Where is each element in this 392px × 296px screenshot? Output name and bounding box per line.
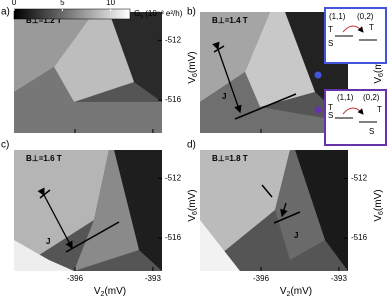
map-region — [295, 150, 348, 271]
colorbar — [13, 8, 131, 20]
map-region — [74, 150, 139, 271]
y-axis-label: V6(mV) — [187, 51, 199, 83]
marker-dot — [314, 106, 322, 114]
colorbar-tick-label: 0 — [12, 0, 17, 7]
inset-text: (1,1) — [337, 93, 354, 102]
y-label-sub: 6 — [192, 73, 199, 77]
inset-text: (1,1) — [329, 12, 346, 21]
j-bar — [65, 221, 120, 253]
j-label: J — [222, 92, 226, 101]
panel-label: a) — [1, 7, 10, 18]
j-bar — [273, 211, 301, 224]
panel-label: c) — [1, 140, 9, 151]
inset-text: T — [328, 25, 333, 34]
x-label-unit: (mV) — [104, 286, 126, 296]
inset-text: T — [377, 105, 382, 114]
map-region — [54, 12, 134, 102]
y-label-sub: 6 — [378, 211, 385, 215]
y-label-sub: 6 — [192, 211, 199, 215]
colorbar-var: G — [134, 9, 140, 18]
panel-label: d) — [187, 140, 196, 151]
panel-field: B⊥=1.2 T — [26, 16, 62, 25]
x-label-var: V — [94, 286, 101, 296]
colorbar-tick-label: 5 — [60, 0, 65, 7]
map-region — [114, 150, 162, 271]
map-region — [14, 12, 94, 92]
y-tick-label: -516 — [165, 233, 182, 242]
y-tick-label: -516 — [351, 233, 368, 242]
transition-arrow — [342, 25, 364, 33]
j-arrow — [280, 202, 288, 218]
transition-arrow — [342, 107, 364, 115]
j-bar — [261, 184, 273, 198]
inset-text: (0,2) — [363, 93, 380, 102]
inset: (1,1) (0,2)TST — [324, 7, 387, 64]
j-arrow — [37, 187, 73, 250]
x-axis-label: V2(mV) — [280, 286, 312, 296]
y-tick-label: -516 — [165, 95, 182, 104]
j-bar — [213, 45, 225, 53]
x-label-unit: (mV) — [290, 286, 312, 296]
inset-text: (0,2) — [357, 12, 374, 21]
panel-field: B⊥=1.6 T — [26, 154, 62, 163]
y-axis-label: V6(mV) — [187, 189, 199, 221]
y-label-sub: 6 — [378, 73, 385, 77]
x-tick-label: -393 — [145, 274, 162, 283]
j-label: J — [46, 237, 50, 246]
colorbar-label: Gs (10⁻³ e²/h) — [134, 9, 183, 19]
j-label: J — [294, 231, 298, 240]
x-label-sub: 2 — [101, 291, 105, 296]
j-arrow — [212, 41, 242, 114]
map-region — [245, 12, 315, 107]
y-label-var: V — [187, 215, 198, 222]
y-label-unit: (mV) — [373, 189, 384, 211]
map-region — [109, 12, 162, 102]
inset-text: S — [328, 111, 333, 120]
y-tick-label: -512 — [165, 35, 182, 44]
x-tick-label: -396 — [253, 274, 270, 283]
inset-text: T — [369, 23, 374, 32]
y-label-unit: (mV) — [187, 189, 198, 211]
x-tick-label: -396 — [67, 274, 84, 283]
x-tick-label: -393 — [331, 274, 348, 283]
j-bar — [39, 189, 51, 199]
x-label-var: V — [280, 286, 287, 296]
marker-dot — [314, 71, 322, 79]
y-tick-label: -512 — [165, 173, 182, 182]
map-region — [14, 240, 74, 271]
inset-text: S — [369, 127, 374, 136]
map-region — [275, 150, 325, 260]
map-region — [200, 220, 240, 271]
x-label-sub: 2 — [287, 291, 291, 296]
j-bar — [234, 93, 297, 120]
y-label-var: V — [373, 215, 384, 222]
panel-field: B⊥=1.8 T — [212, 154, 248, 163]
y-label-var: V — [373, 77, 384, 84]
panel: B⊥=1.2 T a) -512 -516 V6(mV) — [1, 7, 199, 133]
map-region — [14, 67, 162, 133]
panel-label: b) — [187, 7, 196, 18]
colorbar-sub: s — [140, 14, 143, 20]
panel-field: B⊥=1.4 T — [212, 16, 248, 25]
y-label-var: V — [187, 77, 198, 84]
inset-text: T — [328, 103, 333, 112]
x-axis-label: V2(mV) — [94, 286, 126, 296]
y-label-unit: (mV) — [187, 51, 198, 73]
y-axis-label: V6(mV) — [373, 189, 385, 221]
colorbar-tick-label: 10 — [106, 0, 115, 7]
colorbar-unit: (10⁻³ e²/h) — [145, 9, 182, 18]
y-tick-label: -512 — [351, 173, 368, 182]
inset-text: S — [328, 39, 333, 48]
map-region — [200, 150, 290, 271]
